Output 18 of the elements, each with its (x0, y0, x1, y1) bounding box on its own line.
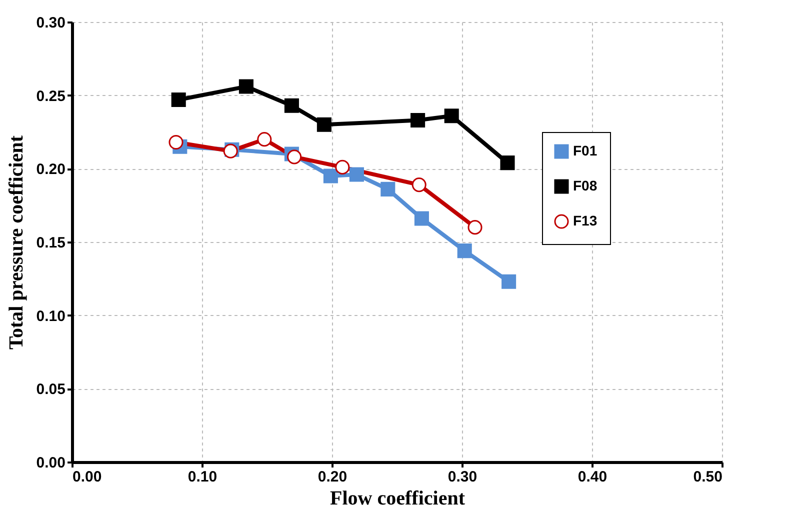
x-tick-label: 0.10 (188, 468, 218, 486)
x-tick-label: 0.30 (448, 468, 478, 486)
y-tick-label: 0.10 (36, 308, 66, 325)
legend-label: F01 (573, 142, 598, 158)
legend-label: F13 (573, 212, 598, 228)
y-tick-label: 0.05 (36, 381, 66, 398)
x-tick-label: 0.00 (72, 468, 102, 486)
x-tick-label: 0.50 (693, 468, 722, 486)
legend-label: F08 (573, 178, 598, 194)
y-tick-label: 0.30 (36, 14, 66, 32)
y-tick-label: 0.25 (36, 88, 66, 105)
y-axis-title: Total pressure coefficient (5, 135, 28, 350)
y-tick-label: 0.15 (36, 234, 66, 252)
x-tick-label: 0.20 (318, 468, 348, 486)
x-axis-title: Flow coefficient (330, 488, 466, 510)
x-tick-label: 0.40 (578, 468, 608, 486)
y-tick-label: 0.20 (36, 161, 66, 178)
y-tick-label: 0.00 (36, 454, 66, 472)
